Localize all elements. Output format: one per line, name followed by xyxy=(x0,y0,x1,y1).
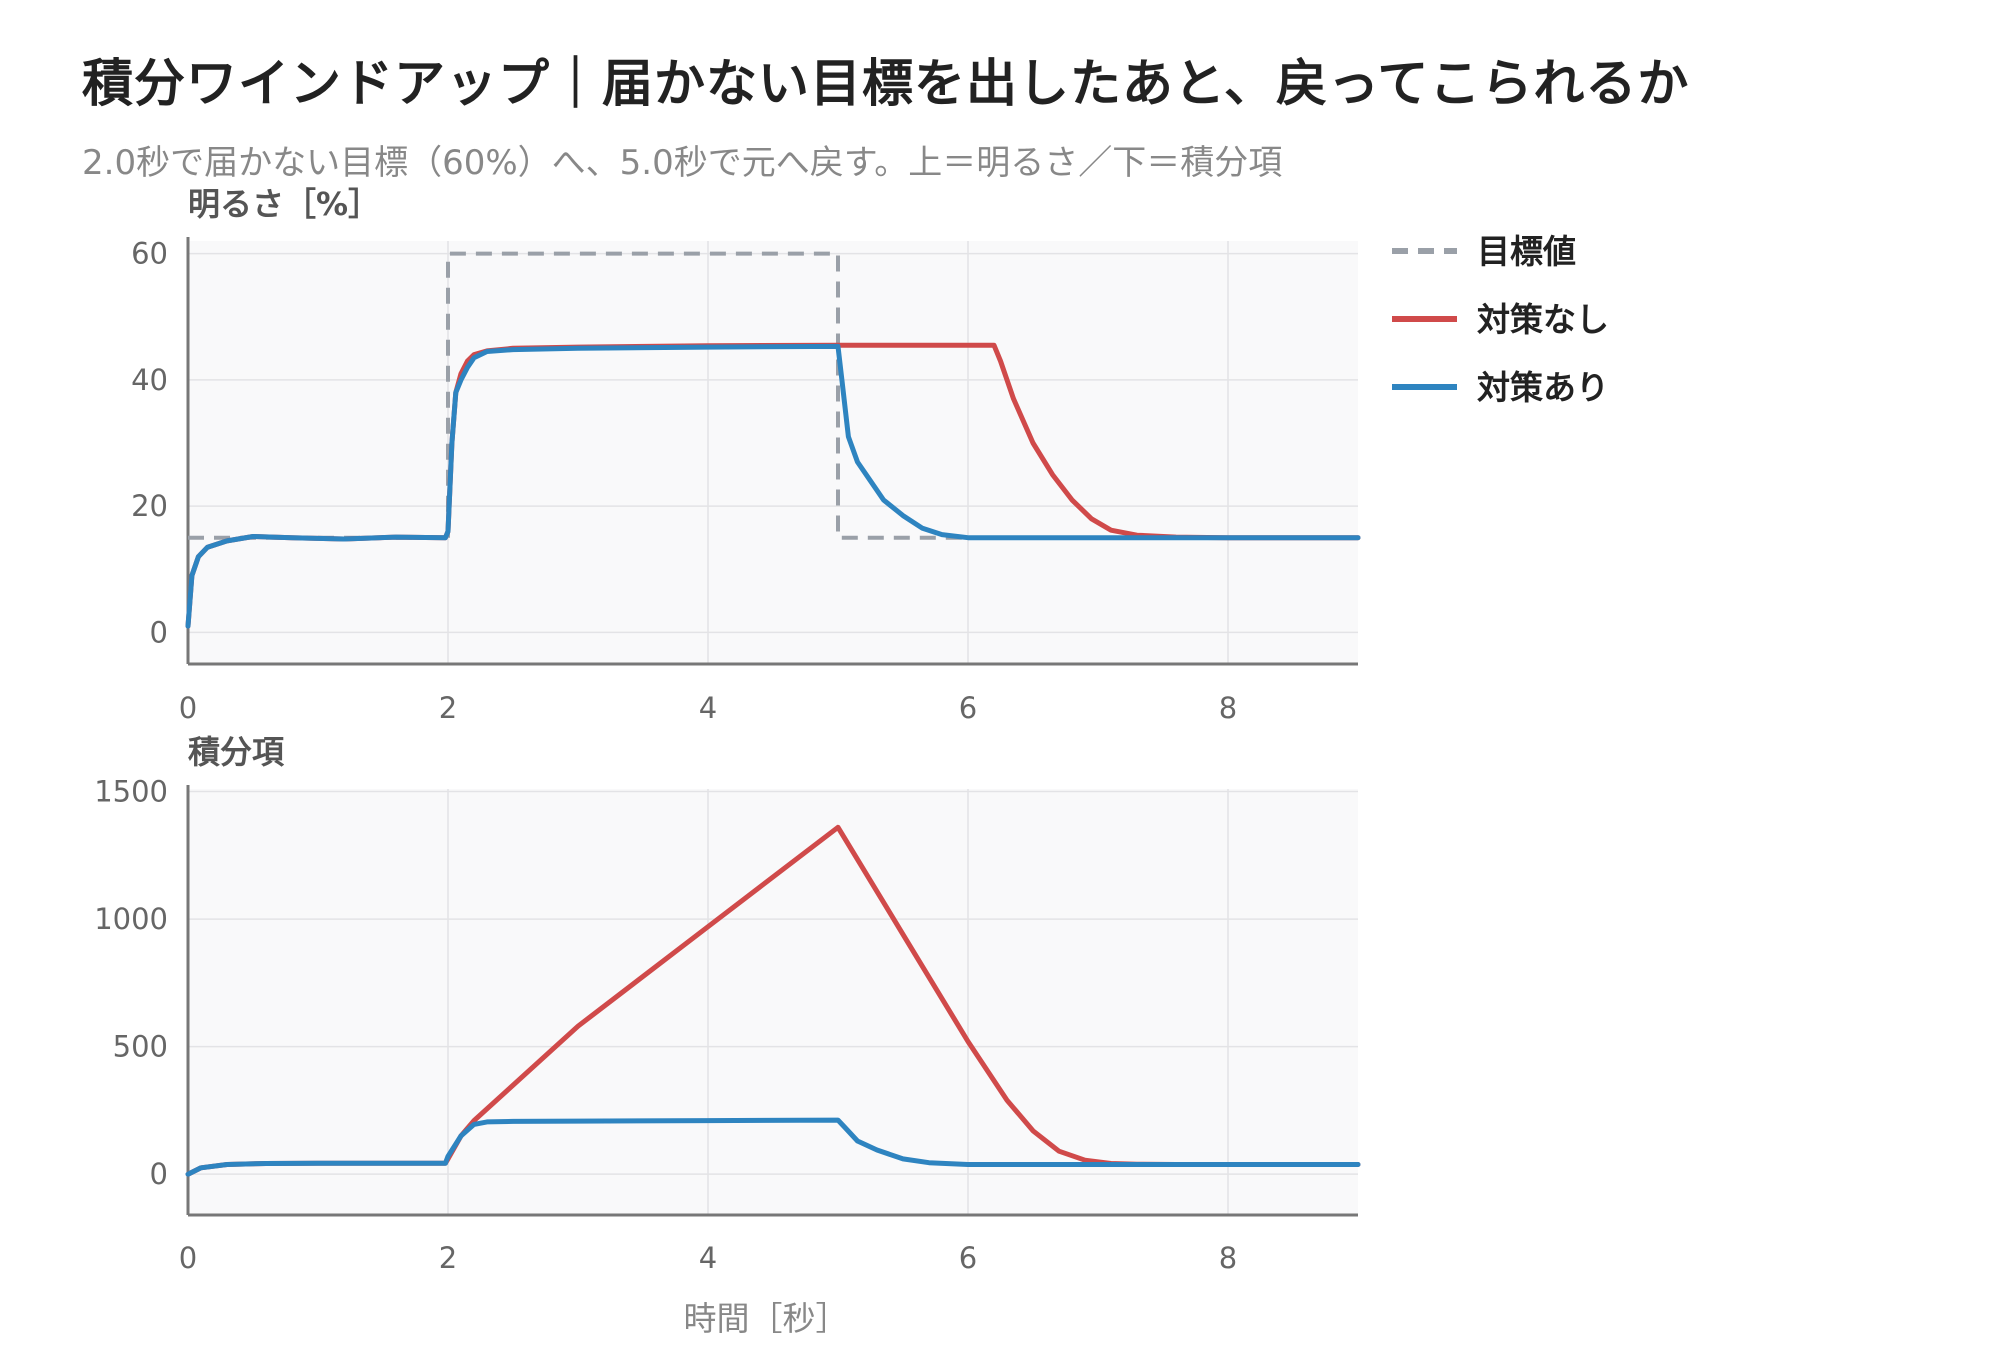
legend-label: 目標値 xyxy=(1477,232,1576,271)
y-tick-label: 1000 xyxy=(94,902,168,936)
x-tick-label: 2 xyxy=(439,691,457,725)
x-axis-label: 時間［秒］ xyxy=(684,1299,849,1338)
y-tick-label: 60 xyxy=(131,237,168,271)
y-tick-label: 40 xyxy=(131,363,168,397)
y-tick-label: 500 xyxy=(113,1030,168,1064)
x-tick-label: 8 xyxy=(1219,691,1237,725)
y-tick-label: 0 xyxy=(150,615,168,649)
y-axis-label: 明るさ［%］ xyxy=(188,185,380,223)
x-tick-label: 4 xyxy=(699,691,717,725)
x-tick-label: 4 xyxy=(699,1241,717,1275)
x-tick-label: 0 xyxy=(179,691,197,725)
legend-label: 対策なし xyxy=(1477,300,1609,339)
plot-area-2 xyxy=(188,789,1358,1215)
plot-area-1 xyxy=(188,241,1358,664)
series-line xyxy=(185,1117,1361,1177)
y-axis-label: 積分項 xyxy=(188,733,285,771)
x-tick-label: 6 xyxy=(959,691,977,725)
chart-subtitle: 2.0秒で届かない目標（60%）へ、5.0秒で元へ戻す。上＝明るさ／下＝積分項 xyxy=(82,143,1283,183)
y-tick-label: 0 xyxy=(150,1157,168,1191)
y-tick-label: 1500 xyxy=(94,775,168,809)
x-tick-label: 6 xyxy=(959,1241,977,1275)
chart-title: 積分ワインドアップ｜届かない目標を出したあと、戻ってこられるか xyxy=(82,55,1690,114)
y-tick-label: 20 xyxy=(131,489,168,523)
x-tick-label: 8 xyxy=(1219,1241,1237,1275)
x-tick-label: 0 xyxy=(179,1241,197,1275)
series-line xyxy=(185,343,1361,629)
legend-label: 対策あり xyxy=(1477,368,1609,407)
x-tick-label: 2 xyxy=(439,1241,457,1275)
